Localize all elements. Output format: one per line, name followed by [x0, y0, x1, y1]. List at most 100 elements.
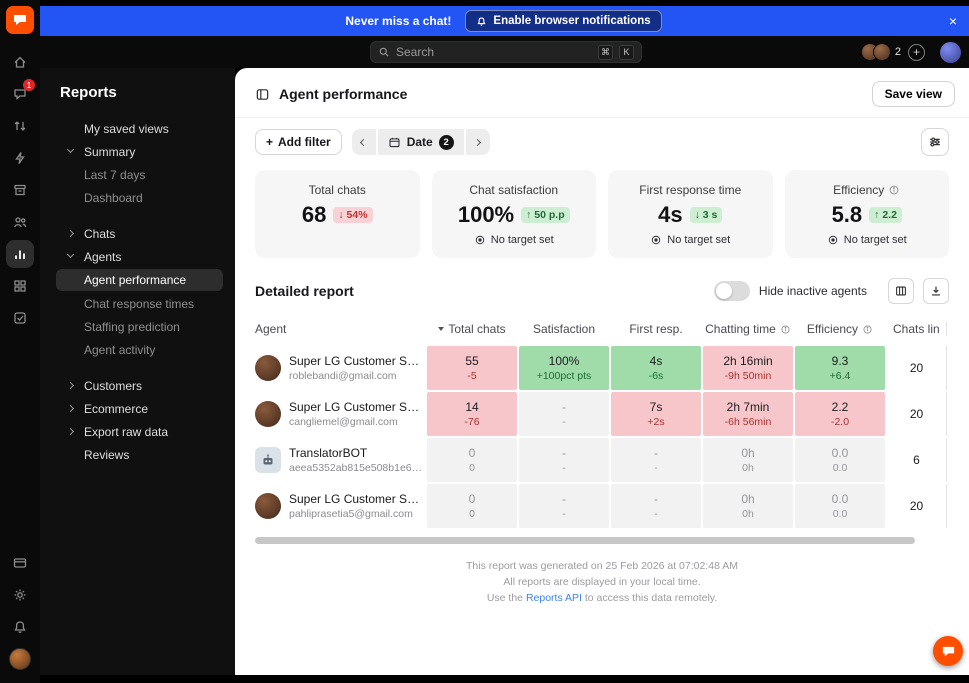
add-filter-button[interactable]: + Add filter [255, 129, 342, 155]
date-filter-group: Date 2 [351, 129, 490, 155]
table-row: Super LG Customer Service 02 cangliemel@… [255, 392, 949, 436]
plus-icon: + [266, 135, 274, 149]
agent-performance-panel: Agent performance Save view + Add filter… [235, 68, 969, 675]
chat-bubble-icon [942, 646, 954, 656]
cell-satisfaction: -- [519, 438, 609, 482]
rail-home-icon[interactable] [0, 46, 40, 78]
rail-notifications-icon[interactable] [0, 611, 40, 643]
invite-agent-button[interactable]: + [908, 43, 925, 61]
livechat-logo[interactable] [6, 6, 34, 34]
chevron-right-icon [66, 427, 75, 436]
agent-cell[interactable]: Super LG Customer Service 02 cangliemel@… [255, 392, 425, 436]
column-header-first-resp[interactable]: First resp. [629, 322, 683, 336]
cell-satisfaction: -- [519, 392, 609, 436]
search-input[interactable] [396, 45, 592, 59]
column-header-satisfaction[interactable]: Satisfaction [532, 322, 596, 336]
sidebar-item-chats[interactable]: Chats [40, 222, 235, 245]
robot-icon [263, 454, 273, 465]
panel-icon[interactable] [255, 87, 270, 102]
banner-close-icon[interactable]: × [948, 13, 957, 29]
sidebar-item-summary[interactable]: Summary [40, 140, 235, 163]
rail-reports-icon[interactable] [0, 238, 40, 270]
total-chats-delta-badge: ↓ 54% [333, 207, 373, 223]
agent-cell[interactable]: TranslatorBOT aeea5352ab815e508b1e687701… [255, 438, 425, 482]
cell-efficiency: 0.0 0.0 [795, 438, 885, 482]
column-header-chatting-time[interactable]: Chatting time [703, 322, 793, 336]
enable-notifications-label: Enable browser notifications [493, 15, 651, 27]
rail-automation-icon[interactable] [0, 142, 40, 174]
topbar: ⌘ K 2 + [40, 36, 969, 68]
rail-traffic-icon[interactable] [0, 110, 40, 142]
column-header-efficiency[interactable]: Efficiency [795, 322, 885, 336]
sidebar-item-reviews[interactable]: Reviews [84, 447, 130, 462]
stat-card-first-response-time: First response time 4s ↓ 3 s No target s… [608, 170, 773, 258]
rail-billing-icon[interactable] [0, 547, 40, 579]
sidebar-item-ecommerce[interactable]: Ecommerce [40, 397, 235, 420]
agent-name: TranslatorBOT [289, 446, 368, 460]
sidebar-title: Reports [60, 84, 117, 101]
sidebar-item-my-saved-views[interactable]: My saved views [84, 121, 169, 136]
rail-team-icon[interactable] [0, 206, 40, 238]
cell-efficiency: 0.0 0.0 [795, 484, 885, 528]
reports-api-link[interactable]: Reports API [525, 591, 582, 604]
save-view-button[interactable]: Save view [871, 81, 955, 107]
cell-chats-limit: 6 [887, 438, 947, 482]
date-prev-button[interactable] [351, 129, 376, 155]
info-icon[interactable] [780, 324, 791, 335]
sidebar-item-agent-performance[interactable]: Agent performance [56, 269, 223, 291]
rail-tickets-icon[interactable] [0, 302, 40, 334]
api-note: Use the Reports API to access this data … [486, 591, 718, 604]
cell-chatting-time: 2h 7min -6h 56min [703, 392, 793, 436]
rail-apps-icon[interactable] [0, 270, 40, 302]
first-response-value: 4s [658, 202, 683, 227]
horizontal-scrollbar[interactable] [255, 537, 915, 544]
user-avatar[interactable] [940, 41, 961, 63]
sidebar-item-export-raw-data[interactable]: Export raw data [40, 420, 235, 443]
cell-chats-limit: 20 [887, 484, 947, 528]
sidebar-item-customers[interactable]: Customers [40, 374, 235, 397]
app-rail: 1 [0, 0, 40, 683]
column-header-agent[interactable]: Agent [255, 322, 287, 336]
stat-card-chat-satisfaction: Chat satisfaction 100% ↑ 50 p.p No targe… [431, 170, 596, 258]
download-report-button[interactable] [923, 278, 949, 304]
sidebar-item-staffing-prediction[interactable]: Staffing prediction [84, 319, 180, 334]
banner-message: Never miss a chat! [345, 14, 452, 28]
agent-cell[interactable]: Super LG Customer Service 03 roblebandi@… [255, 346, 425, 390]
date-next-button[interactable] [465, 129, 490, 155]
enable-notifications-button[interactable]: Enable browser notifications [465, 10, 662, 32]
info-icon[interactable] [862, 324, 873, 335]
sidebar-item-dashboard[interactable]: Dashboard [84, 190, 143, 205]
agent-email: pahliprasetia5@gmail.com [289, 508, 413, 520]
download-icon [932, 286, 940, 296]
chat-widget-button[interactable] [933, 636, 963, 666]
online-agents-group[interactable]: 2 [860, 43, 901, 61]
date-filter-pill[interactable]: Date 2 [377, 129, 464, 155]
column-header-total-chats[interactable]: Total chats [427, 322, 517, 336]
rail-profile-avatar[interactable] [0, 643, 40, 675]
rail-archives-icon[interactable] [0, 174, 40, 206]
table-row: TranslatorBOT aeea5352ab815e508b1e687701… [255, 438, 949, 482]
sidebar-item-chat-response-times[interactable]: Chat response times [84, 296, 195, 311]
sidebar-item-agents[interactable]: Agents [40, 245, 235, 268]
sidebar-item-last-7-days[interactable]: Last 7 days [84, 167, 146, 182]
hide-inactive-agents-toggle[interactable] [713, 281, 750, 301]
report-settings-button[interactable] [921, 128, 949, 156]
cell-chats-limit: 20 [887, 346, 947, 390]
efficiency-delta-badge: ↑ 2.2 [869, 207, 902, 223]
agent-cell[interactable]: Super LG Customer Service 01 pahlipraset… [255, 484, 425, 528]
sidebar-item-agent-activity[interactable]: Agent activity [84, 342, 156, 357]
agent-email: roblebandi@gmail.com [289, 370, 397, 382]
rail-settings-icon[interactable] [0, 579, 40, 611]
info-icon[interactable] [888, 184, 900, 196]
search-box[interactable]: ⌘ K [370, 41, 642, 63]
chats-unread-badge: 1 [23, 79, 35, 91]
manage-columns-button[interactable] [888, 278, 914, 304]
cell-first-resp: -- [611, 438, 701, 482]
agent-name: Super LG Customer Service 01 [289, 492, 425, 506]
chevron-right-icon [66, 229, 75, 238]
reports-nav: My saved views Summary Last 7 days Dashb… [40, 117, 235, 466]
column-header-chats-limit[interactable]: Chats lin [887, 322, 947, 336]
rail-chats-icon[interactable]: 1 [0, 78, 40, 110]
